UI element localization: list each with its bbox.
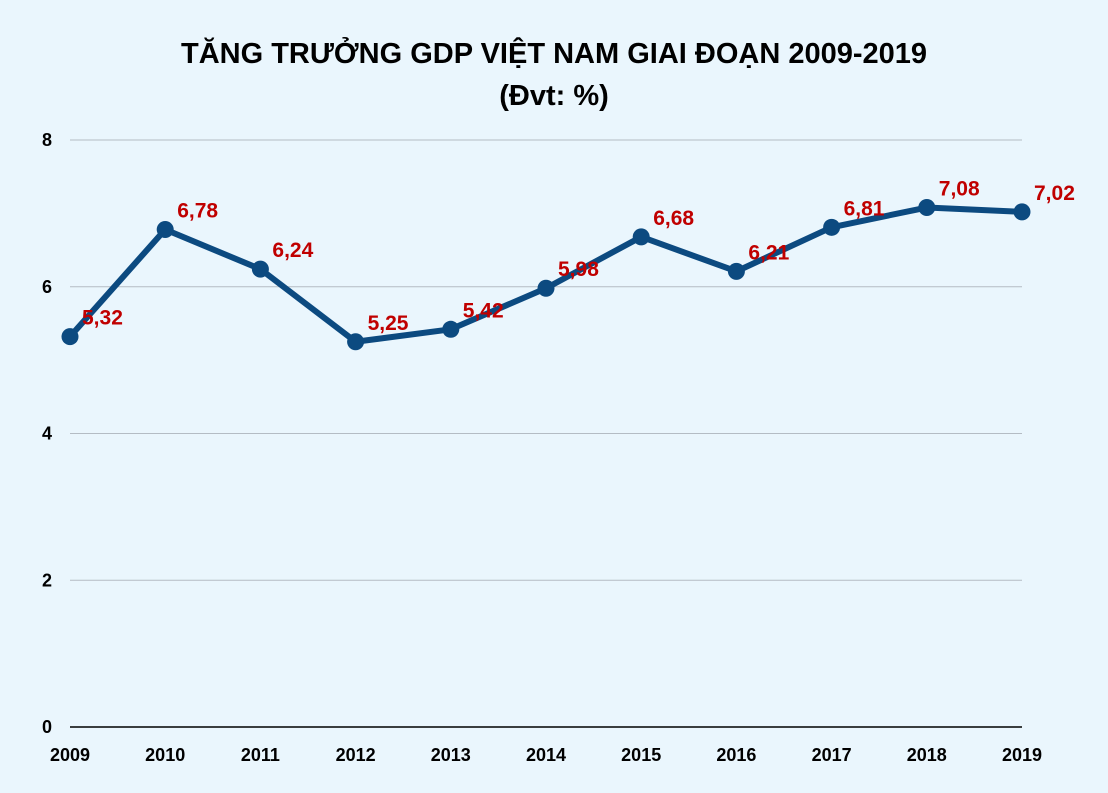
data-label-2017: 6,81 (844, 197, 885, 220)
y-tick-label-2: 2 (42, 570, 52, 590)
y-tick-label-4: 4 (42, 424, 52, 444)
data-point-2012 (347, 333, 365, 351)
x-tick-label-2009: 2009 (50, 745, 90, 765)
x-tick-label-2018: 2018 (907, 745, 947, 765)
x-tick-label-2017: 2017 (812, 745, 852, 765)
data-label-2016: 6,21 (748, 241, 789, 264)
data-point-2010 (156, 221, 174, 239)
x-tick-label-2013: 2013 (431, 745, 471, 765)
data-point-2014 (537, 279, 555, 297)
data-point-2016 (727, 262, 745, 280)
x-tick-label-2019: 2019 (1002, 745, 1042, 765)
x-tick-label-2016: 2016 (716, 745, 756, 765)
y-tick-label-8: 8 (42, 130, 52, 150)
chart-title: TĂNG TRƯỞNG GDP VIỆT NAM GIAI ĐOẠN 2009-… (180, 38, 927, 70)
data-label-2010: 6,78 (177, 200, 218, 223)
data-point-2013 (442, 320, 460, 338)
data-label-2012: 5,25 (368, 312, 409, 335)
data-label-2014: 5,98 (558, 258, 599, 281)
y-tick-label-6: 6 (42, 277, 52, 297)
x-tick-label-2011: 2011 (241, 745, 280, 765)
chart-subtitle: (Đvt: %) (499, 80, 609, 112)
data-point-2018 (918, 199, 936, 217)
x-tick-label-2012: 2012 (336, 745, 376, 765)
data-point-2017 (823, 218, 841, 236)
series-line (67, 204, 1025, 345)
x-tick-label-2010: 2010 (145, 745, 185, 765)
data-point-2009 (61, 328, 79, 346)
data-label-2019: 7,02 (1034, 182, 1075, 205)
data-point-2019 (1013, 203, 1031, 221)
y-tick-label-0: 0 (42, 717, 52, 737)
data-label-2009: 5,32 (82, 307, 123, 330)
data-label-2011: 6,24 (272, 239, 313, 262)
data-label-2013: 5,42 (463, 299, 504, 322)
data-label-2018: 7,08 (939, 178, 980, 201)
data-point-2011 (251, 260, 269, 278)
data-label-2015: 6,68 (653, 207, 694, 230)
data-point-2015 (632, 228, 650, 246)
x-tick-label-2015: 2015 (621, 745, 661, 765)
x-tick-label-2014: 2014 (526, 745, 566, 765)
